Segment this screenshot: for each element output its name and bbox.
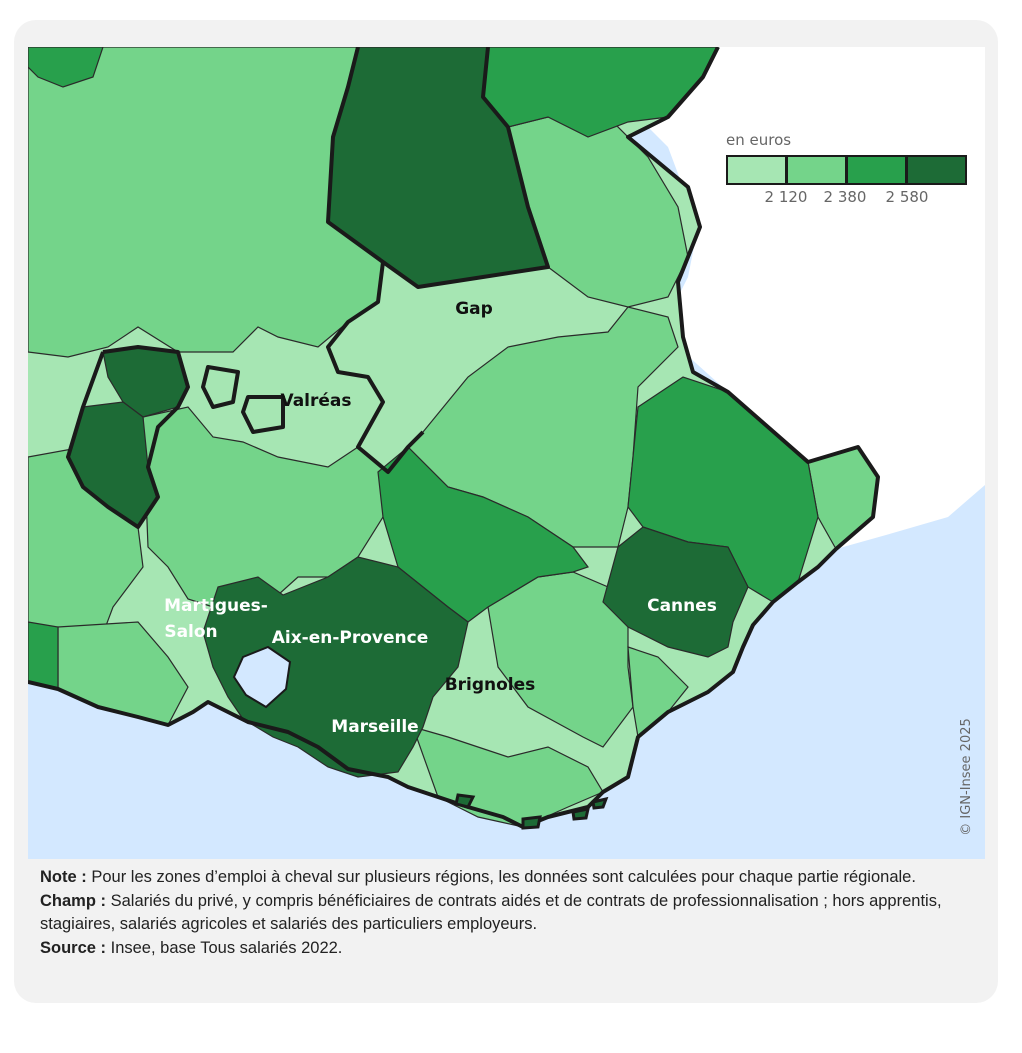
champ-line: Champ : Salariés du privé, y compris bén…: [40, 890, 975, 937]
legend-swatch-3: [846, 155, 907, 185]
islands: [454, 793, 609, 830]
champ-text: Salariés du privé, y compris bénéficiair…: [40, 891, 942, 934]
legend-threshold-1: 2 120: [765, 188, 808, 206]
legend-swatch-2: [786, 155, 847, 185]
zone-aix-marseille: [202, 556, 469, 778]
legend: en euros 2 120 2 380 2 580: [726, 131, 967, 206]
border-avignon: [66, 345, 190, 529]
champ-label: Champ :: [40, 891, 106, 910]
label-gap: Gap: [455, 299, 493, 319]
etang-de-berre: [232, 645, 292, 709]
legend-swatch-4: [906, 155, 967, 185]
note-text: Pour les zones d’emploi à cheval sur plu…: [91, 868, 916, 886]
legend-threshold-3: 2 580: [886, 188, 929, 206]
zone-cannes: [602, 526, 749, 658]
notes-block: Note : Pour les zones d’emploi à cheval …: [40, 866, 975, 960]
note-label: Note :: [40, 868, 87, 886]
map-svg: Gap Valréas Martigues- Salon Aix-en-Prov…: [28, 47, 985, 859]
copyright: © IGN-Insee 2025: [959, 718, 974, 836]
label-valreas: Valréas: [280, 391, 351, 411]
legend-title: en euros: [726, 131, 791, 149]
label-brignoles: Brignoles: [445, 675, 536, 695]
label-martigues-1: Martigues-: [164, 596, 268, 616]
label-marseille: Marseille: [331, 717, 418, 737]
island-3: [571, 807, 590, 821]
zone-top-left: [28, 47, 104, 88]
source-line: Source : Insee, base Tous salariés 2022.: [40, 937, 975, 961]
label-aix: Aix-en-Provence: [272, 628, 429, 648]
border-north-east: [626, 47, 880, 551]
zone-west-edge: [28, 621, 59, 690]
border-enclave-west: [201, 365, 240, 409]
legend-swatch-1: [726, 155, 787, 185]
source-text: Insee, base Tous salariés 2022.: [110, 938, 343, 957]
island-1: [454, 793, 476, 809]
label-cannes: Cannes: [647, 596, 717, 616]
island-2: [521, 815, 542, 830]
border-briancon-gap: [326, 47, 550, 289]
label-martigues-2: Salon: [164, 622, 217, 642]
border-valreas: [241, 395, 285, 434]
class-4-zones: [67, 47, 749, 778]
choropleth-map: Gap Valréas Martigues- Salon Aix-en-Prov…: [28, 47, 985, 859]
class-3-zones: [28, 47, 819, 690]
source-label: Source :: [40, 938, 107, 957]
note-line: Note : Pour les zones d’emploi à cheval …: [40, 866, 975, 890]
border-coast: [28, 547, 838, 829]
regional-borders: [28, 47, 880, 829]
island-4: [591, 796, 609, 810]
border-gap-valreas: [326, 261, 425, 474]
legend-threshold-2: 2 380: [824, 188, 867, 206]
